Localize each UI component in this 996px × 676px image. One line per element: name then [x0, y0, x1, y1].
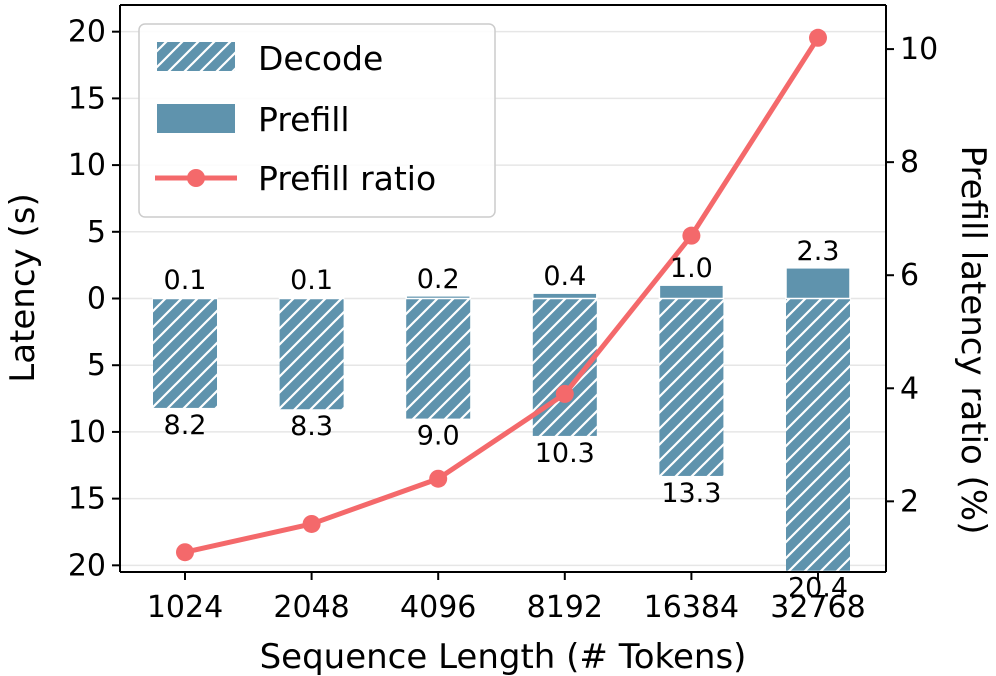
prefill-bar: [152, 296, 218, 300]
decode-value-label: 8.3: [290, 411, 333, 442]
legend-label-prefill: Prefill: [258, 100, 350, 139]
decode-bar: [153, 298, 217, 408]
ratio-point: [429, 469, 448, 488]
legend: Decode Prefill Prefill ratio: [138, 23, 496, 218]
axes: 20 15 10 5 0 5 10 15 20 2 4 6 8 10 1024 2048 4096 8192 163…: [3, 4, 993, 676]
y-axis-title: Latency (s): [3, 193, 43, 382]
y-tick-label: 5: [87, 348, 106, 383]
legend-swatch-prefill: [157, 104, 235, 133]
x-tick-label: 1024: [147, 590, 223, 625]
y2-axis-title: Prefill latency ratio (%): [953, 146, 993, 535]
y-tick-label: 20: [68, 15, 106, 50]
prefill-bar: [785, 267, 851, 300]
y-tick-label: 15: [68, 482, 106, 517]
decode-bar: [786, 298, 850, 571]
y2-tick-label: 4: [900, 371, 919, 406]
prefill-value-label: 0.4: [543, 261, 586, 292]
legend-swatch-ratio-marker: [187, 169, 205, 187]
ratio-point: [809, 28, 827, 47]
ratio-point: [302, 514, 321, 533]
prefill-bar: [278, 296, 345, 300]
decode-value-label: 10.3: [535, 438, 595, 469]
prefill-value-label: 2.3: [797, 236, 840, 267]
x-axis-title: Sequence Length (# Tokens): [260, 637, 747, 676]
decode-bar: [406, 298, 471, 419]
ratio-line: [176, 28, 827, 562]
prefill-value-label: 0.2: [417, 264, 460, 295]
y2-tick-label: 10: [900, 32, 938, 67]
prefill-bar: [532, 292, 598, 300]
prefill-value-label: 0.1: [164, 265, 207, 296]
ratio-point: [555, 384, 574, 403]
x-tick-label: 8192: [527, 590, 603, 625]
decode-value-label: 9.0: [417, 421, 460, 452]
bars: [152, 267, 851, 571]
y-tick-label: 0: [87, 282, 106, 317]
y-tick-label: 10: [68, 148, 106, 183]
ratio-point: [176, 543, 194, 562]
x-tick-label: 16384: [644, 590, 739, 625]
prefill-value-label: 1.0: [670, 253, 713, 284]
legend-label-ratio: Prefill ratio: [258, 159, 436, 198]
x-tick-label: 32768: [770, 590, 865, 625]
decode-bar: [279, 298, 344, 410]
decode-value-label: 13.3: [661, 478, 721, 509]
prefill-value-label: 0.1: [290, 265, 333, 296]
x-tick-label: 4096: [400, 590, 476, 625]
ratio-point: [682, 226, 701, 245]
legend-box: [138, 23, 496, 218]
y-tick-label: 20: [68, 548, 106, 583]
data-labels: 0.18.20.18.30.29.00.410.31.013.32.320.4: [164, 236, 849, 604]
y-tick-label: 10: [68, 415, 106, 450]
legend-swatch-decode: [157, 42, 235, 71]
prefill-bar: [405, 295, 471, 300]
y-tick-label: 15: [68, 81, 106, 116]
x-tick-label: 2048: [273, 590, 349, 625]
decode-bar: [659, 298, 724, 476]
ratio-line-path: [184, 36, 821, 555]
y-tick-label: 5: [87, 215, 106, 250]
y2-tick-label: 8: [900, 145, 919, 180]
prefill-bar: [658, 284, 725, 300]
y2-tick-label: 6: [900, 258, 919, 293]
decode-value-label: 8.2: [164, 410, 207, 441]
y2-tick-label: 2: [900, 484, 919, 519]
legend-label-decode: Decode: [258, 39, 383, 78]
